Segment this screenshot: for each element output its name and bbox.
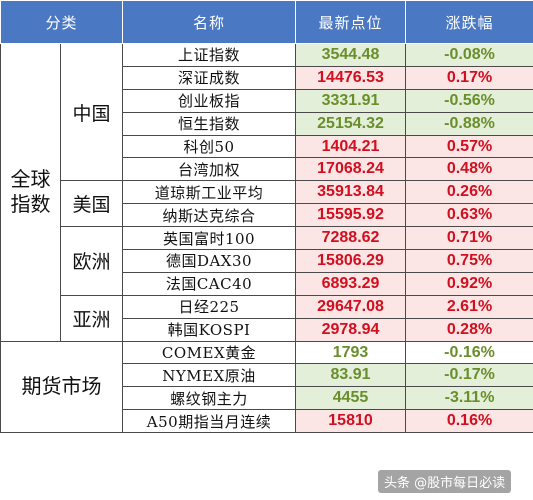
- group-futures: 期货市场: [0, 340, 124, 434]
- index-value: 6893.29: [295, 271, 407, 296]
- index-change: -0.16%: [405, 340, 533, 365]
- index-value: 15595.92: [295, 203, 407, 228]
- group-europe: 欧洲: [59, 226, 124, 296]
- index-value: 15806.29: [295, 249, 407, 273]
- index-name: COMEX黄金: [122, 340, 297, 365]
- table-row: 期货市场 COMEX黄金 1793 -0.16%: [0, 340, 533, 434]
- index-change: 0.26%: [405, 180, 533, 205]
- index-value: 25154.32: [295, 111, 407, 136]
- index-value: 7288.62: [295, 226, 407, 251]
- table-row: 恒生指数 25154.32 -0.88%: [1, 111, 533, 136]
- index-value: 1404.21: [295, 134, 407, 159]
- index-name: 上证指数: [122, 43, 297, 67]
- index-name: 英国富时100: [122, 226, 297, 251]
- group-global: 全球指数: [0, 43, 61, 342]
- index-change: 0.92%: [405, 271, 533, 296]
- index-name: 纳斯达克综合: [122, 203, 297, 228]
- index-change: 0.28%: [405, 317, 533, 342]
- index-value: 1793: [295, 340, 407, 365]
- index-value: 35913.84: [295, 180, 407, 205]
- table-row: A50期指当月连续 15810 0.16%: [1, 409, 533, 434]
- watermark-label: 头条 @股市每日必读: [378, 470, 512, 493]
- index-change: 0.48%: [405, 157, 533, 182]
- index-name: 螺纹钢主力: [122, 386, 297, 411]
- table-row: 科创50 1404.21 0.57%: [1, 134, 533, 159]
- table-row: 全球指数 中国 上证指数 3544.48 -0.08%: [0, 42, 533, 342]
- index-name: NYMEX原油: [122, 363, 297, 388]
- table-row: 螺纹钢主力 4455 -3.11%: [1, 386, 533, 411]
- table-row: 法国CAC40 6893.29 0.92%: [1, 271, 533, 296]
- index-change: -3.11%: [405, 386, 533, 411]
- index-change: -0.17%: [405, 363, 533, 388]
- header-change: 涨跌幅: [405, 0, 533, 44]
- index-name: 法国CAC40: [122, 271, 297, 296]
- index-name: 科创50: [122, 134, 297, 159]
- index-change: 0.71%: [405, 226, 533, 251]
- index-value: 15810: [295, 409, 407, 434]
- index-change: 2.61%: [405, 294, 533, 319]
- index-name: 韩国KOSPI: [122, 317, 297, 342]
- header-latest: 最新点位: [295, 0, 407, 44]
- index-value: 2978.94: [295, 317, 407, 342]
- index-name: 台湾加权: [122, 157, 297, 182]
- index-name: 日经225: [122, 294, 297, 319]
- table-row: 韩国KOSPI 2978.94 0.28%: [1, 317, 533, 342]
- header-category: 分类: [0, 0, 124, 44]
- index-name: 创业板指: [122, 88, 297, 113]
- group-china: 中国: [59, 42, 124, 182]
- index-name: 德国DAX30: [122, 249, 297, 273]
- group-asia: 亚洲: [59, 294, 124, 342]
- index-name: 深证成数: [122, 65, 297, 90]
- market-index-table: 分类 名称 最新点位 涨跌幅 全球指数 中国 上证指数 3544.48 -0.0…: [0, 0, 533, 434]
- table-row: 亚洲 日经225 29647.08 2.61%: [1, 294, 533, 342]
- index-value: 3331.91: [295, 88, 407, 113]
- index-change: 0.17%: [405, 65, 533, 90]
- index-name: A50期指当月连续: [122, 409, 297, 434]
- index-change: -0.56%: [405, 88, 533, 113]
- table-row: 德国DAX30 15806.29 0.75%: [1, 249, 533, 273]
- header-name: 名称: [122, 0, 297, 44]
- table-row: 欧洲 英国富时100 7288.62 0.71%: [1, 226, 533, 296]
- table-row: 美国 道琼斯工业平均 35913.84 0.26%: [1, 180, 533, 228]
- index-value: 17068.24: [295, 157, 407, 182]
- table-row: NYMEX原油 83.91 -0.17%: [1, 363, 533, 388]
- index-value: 4455: [295, 386, 407, 411]
- index-change: 0.57%: [405, 134, 533, 159]
- index-value: 29647.08: [295, 294, 407, 319]
- header-row: 分类 名称 最新点位 涨跌幅: [0, 0, 533, 44]
- index-name: 道琼斯工业平均: [122, 180, 297, 205]
- index-value: 3544.48: [295, 43, 407, 67]
- index-change: -0.08%: [405, 43, 533, 67]
- index-change: 0.63%: [405, 203, 533, 228]
- index-change: 0.16%: [405, 409, 533, 434]
- index-name: 恒生指数: [122, 111, 297, 136]
- index-change: 0.75%: [405, 249, 533, 273]
- index-value: 83.91: [295, 363, 407, 388]
- group-usa: 美国: [59, 180, 124, 228]
- index-value: 14476.53: [295, 65, 407, 90]
- index-change: -0.88%: [405, 111, 533, 136]
